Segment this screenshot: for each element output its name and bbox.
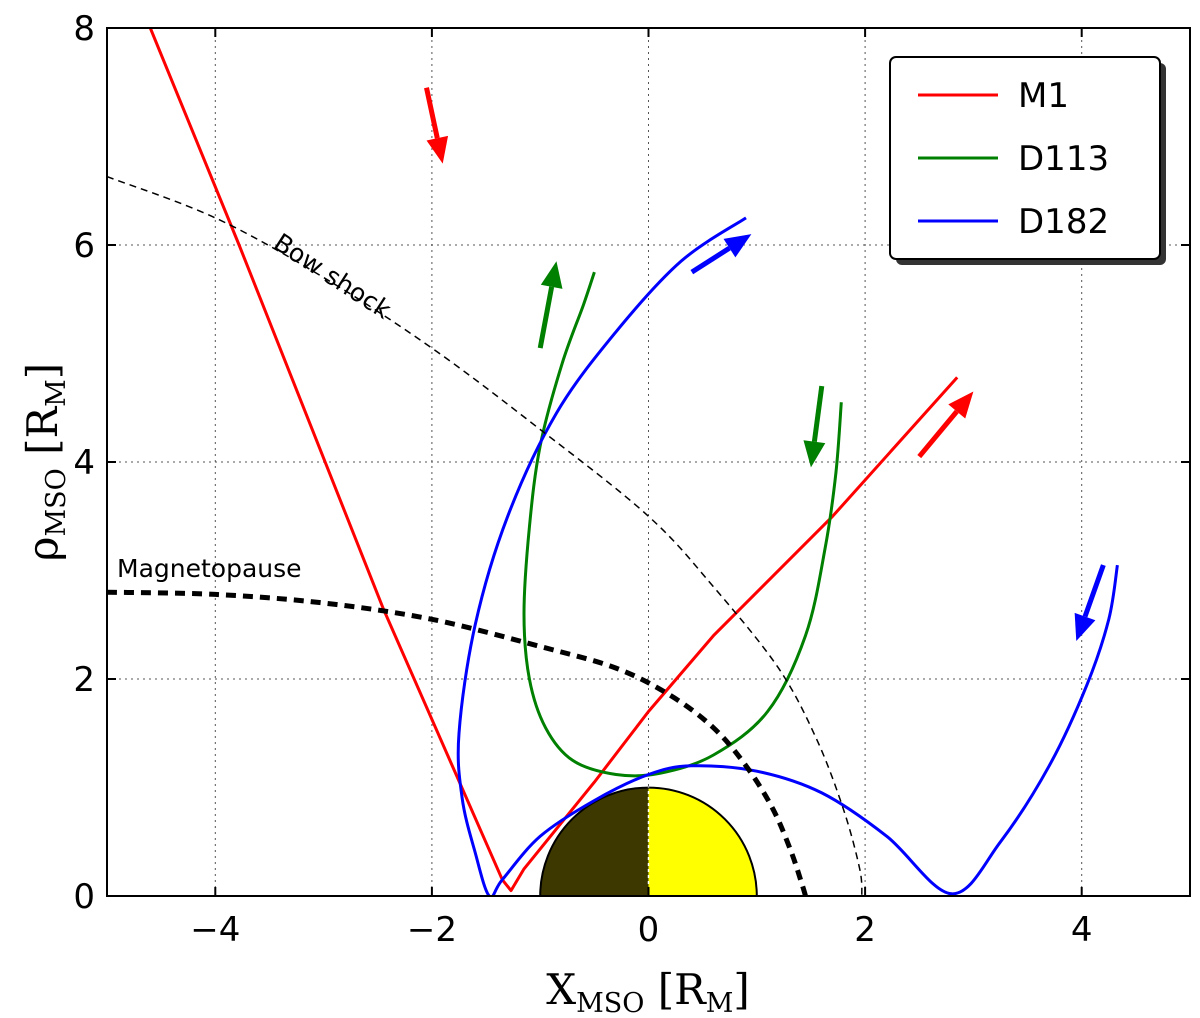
direction-arrow-m1-1	[917, 409, 959, 459]
series-d113	[522, 271, 843, 778]
x-tick-label: 4	[1071, 910, 1093, 950]
legend: M1 D113 D182	[889, 56, 1166, 265]
y-tick-label: 8	[73, 9, 95, 49]
x-tick-label: 0	[638, 910, 660, 950]
series-m1	[148, 28, 959, 893]
direction-arrow-m1-0	[424, 87, 440, 139]
x-tick-label: 2	[854, 910, 876, 950]
x-tick-label: −2	[407, 910, 457, 950]
y-tick-label: 4	[73, 443, 95, 483]
y-tick-label: 0	[73, 877, 95, 917]
direction-arrowhead-m1-1	[948, 391, 974, 419]
x-tick-label: −4	[190, 910, 240, 950]
direction-arrowhead-d113-1	[803, 440, 826, 468]
y-axis-label: ρMSO [RM]	[18, 363, 72, 561]
series-magnetopause	[107, 589, 808, 896]
y-tick-label: 2	[73, 660, 95, 700]
legend-label-m1: M1	[1018, 76, 1069, 116]
y-tick-label: 6	[73, 226, 95, 266]
direction-arrowhead-d182-1	[1074, 612, 1096, 642]
direction-arrow-d182-0	[690, 246, 731, 275]
legend-label-d182: D182	[1018, 202, 1109, 242]
axis-ticks: −4 −2 0 2 4 0 2 4 6 8	[73, 9, 1190, 950]
legend-box	[889, 56, 1161, 260]
direction-arrow-d113-0	[537, 286, 555, 349]
plot-area	[107, 28, 1119, 896]
x-axis-label: XMSO [RM]	[546, 965, 750, 1018]
direction-arrow-d182-1	[1082, 564, 1106, 618]
magnetopause-annotation: Magnetopause	[117, 554, 302, 583]
legend-label-d113: D113	[1018, 139, 1109, 179]
series-d182	[456, 216, 1119, 896]
planet-day-side	[648, 787, 757, 896]
direction-arrow-d113-1	[811, 385, 825, 442]
direction-arrowhead-d182-0	[723, 234, 752, 258]
planet-night-side	[540, 787, 649, 896]
direction-arrowhead-m1-0	[426, 135, 449, 164]
direction-arrowhead-d113-0	[540, 261, 563, 289]
bow-shock-annotation: Bow shock	[269, 228, 397, 325]
series-bow-shock	[107, 175, 863, 896]
